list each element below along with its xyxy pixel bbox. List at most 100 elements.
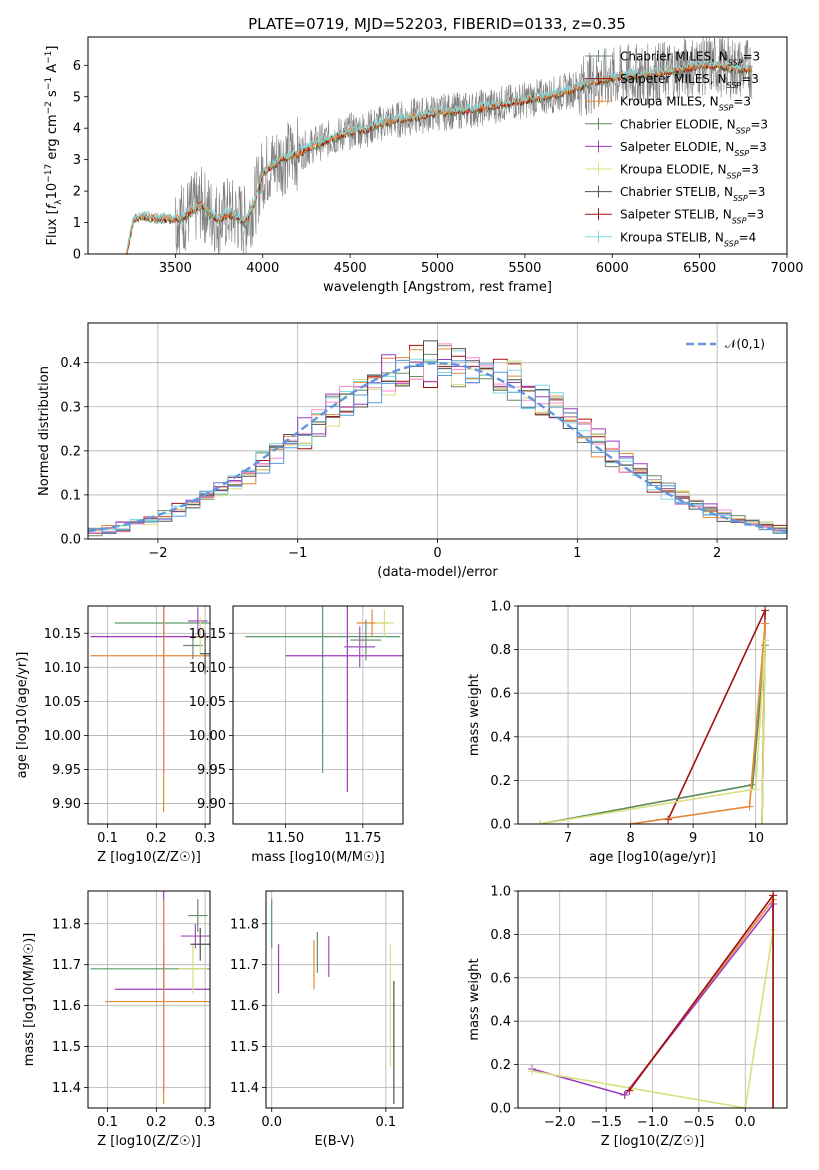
age-vs-mass-plot-area: [245, 606, 403, 792]
normal-curve: [88, 361, 787, 533]
age-vs-z-plot-area: [90, 606, 210, 813]
x-tick-label: 8: [626, 831, 634, 846]
weight-line: [539, 645, 766, 824]
x-axis-label: wavelength [Angstrom, rest frame]: [323, 280, 552, 295]
y-tick-label: 11.5: [230, 1040, 259, 1055]
y-tick-label: 11.7: [52, 958, 81, 973]
weight-marker: [626, 820, 635, 824]
x-tick-label: 6500: [683, 261, 716, 276]
axes-frame: [265, 890, 404, 1109]
x-tick-label: 0.0: [261, 1115, 282, 1130]
x-tick-label: 11.50: [267, 831, 304, 846]
x-tick-label: 5500: [508, 261, 541, 276]
y-tick-label: 0.2: [60, 444, 81, 459]
x-tick-label: 0.2: [146, 1115, 167, 1130]
x-tick-label: 3500: [159, 261, 192, 276]
weight-marker: [625, 1086, 634, 1095]
weight-vs-age-ticks: 7 8 9 10 0.0 0.2 0.4 0.6 0.8 1.0: [490, 600, 764, 847]
weight-marker: [745, 802, 754, 811]
y-axis-label: mass [log10(M/M☉)]: [22, 933, 37, 1066]
y-tick-label: 10.00: [44, 729, 81, 744]
y-tick-label: 10.15: [44, 627, 81, 642]
x-axis-label: age [log10(age/yr)]: [589, 850, 716, 865]
y-tick-label: 0.0: [490, 818, 511, 833]
data-point: [285, 606, 403, 792]
x-tick-label: 6000: [596, 261, 629, 276]
x-tick-label: 9: [689, 831, 697, 846]
mass-vs-z-ticks: 0.1 0.2 0.3 11.4 11.5 11.6 11.7 11.8: [52, 917, 215, 1130]
y-tick-label: 4: [73, 122, 81, 137]
y-tick-label: 1: [73, 216, 81, 231]
age-vs-mass-ticks: 11.50 11.75 9.90 9.95 10.00 10.05 10.10 10.15: [189, 627, 382, 846]
mass-vs-ebv-panel: 0.0 0.1 11.4 11.5 11.6 11.7 11.8 E(B-V): [230, 890, 404, 1149]
axes-frame: [87, 605, 211, 825]
x-tick-label: 0.3: [195, 1115, 216, 1130]
x-tick-label: 2: [713, 546, 721, 561]
mass-vs-ebv-plot-area: [271, 899, 395, 1104]
x-tick-label: 0.2: [146, 831, 167, 846]
legend-entry: Salpeter ELODIE, NSSP=3: [620, 140, 767, 158]
age-vs-z-panel: 0.1 0.2 0.3 9.90 9.95 10.00 10.05 10.10 10.15 Z […: [15, 605, 215, 865]
x-tick-label: 0.1: [376, 1115, 397, 1130]
legend-entry: Kroupa STELIB, NSSP=4: [620, 230, 756, 248]
y-axis-label: mass weight: [467, 958, 482, 1040]
weight-vs-age-plot-area: [535, 606, 770, 824]
spectrum-plot-area: [126, 37, 753, 254]
model-spectrum: [126, 63, 753, 254]
weight-marker: [535, 820, 544, 824]
y-tick-label: 0.2: [490, 1058, 511, 1073]
data-point: [190, 927, 210, 961]
weight-marker: [761, 606, 770, 615]
legend-entry: Kroupa ELODIE, NSSP=3: [620, 163, 759, 181]
weight-marker: [761, 636, 770, 645]
y-tick-label: 10.10: [189, 661, 226, 676]
y-tick-label: 10.00: [189, 729, 226, 744]
x-tick-label: 7000: [770, 261, 803, 276]
x-tick-label: 4000: [246, 261, 279, 276]
residual-histogram: [88, 340, 787, 534]
weight-vs-z-ticks: −2.0 −1.5 −1.0 −0.5 0.0 0.0 0.2 0.4 0.6 0.8 1.0: [490, 885, 755, 1131]
x-axis-label: Z [log10(Z/Z☉)]: [601, 1134, 705, 1149]
y-tick-label: 1.0: [490, 600, 511, 615]
y-tick-label: 10.05: [189, 695, 226, 710]
x-tick-label: 4500: [334, 261, 367, 276]
y-tick-label: 11.6: [230, 999, 259, 1014]
data-point: [114, 891, 210, 1092]
weight-vs-age-panel: 7 8 9 10 0.0 0.2 0.4 0.6 0.8 1.0 age [log10(age/yr…: [467, 600, 788, 865]
y-tick-label: 11.4: [52, 1081, 81, 1096]
y-tick-label: 0.6: [490, 687, 511, 702]
y-tick-label: 2: [73, 185, 81, 200]
x-tick-label: −2.0: [544, 1115, 576, 1130]
y-tick-label: 3: [73, 153, 81, 168]
residual-hist-panel: −2 −1 0 1 2 0.0 0.1 0.2 0.3 0.4 (data-model)/error…: [37, 322, 788, 580]
y-tick-label: 1.0: [490, 885, 511, 900]
mass-vs-ebv-grid: [266, 891, 403, 1108]
x-tick-label: −1.5: [590, 1115, 622, 1130]
y-tick-label: 0.6: [490, 971, 511, 986]
x-tick-label: 11.75: [344, 831, 381, 846]
x-tick-label: −1.0: [637, 1115, 669, 1130]
x-tick-label: 5000: [421, 261, 454, 276]
axes-frame: [87, 36, 788, 255]
weight-marker: [751, 785, 760, 794]
age-vs-mass-grid: [233, 606, 403, 824]
data-point: [350, 619, 382, 661]
x-tick-label: 0.1: [97, 831, 118, 846]
legend-entry: 𝒩(0,1): [725, 337, 765, 351]
x-tick-label: 0: [433, 546, 441, 561]
x-tick-label: −1: [288, 546, 307, 561]
y-tick-label: 11.8: [52, 917, 81, 932]
y-axis-label: mass weight: [467, 674, 482, 756]
weight-marker: [757, 820, 766, 824]
weight-marker: [620, 1090, 629, 1099]
y-tick-label: 11.5: [52, 1040, 81, 1055]
axes-frame: [517, 890, 788, 1109]
legend-entry: Salpeter MILES, NSSP=3: [620, 72, 759, 90]
x-tick-label: 7: [564, 831, 572, 846]
y-tick-label: 0.0: [490, 1102, 511, 1117]
legend-entry: Salpeter STELIB, NSSP=3: [620, 208, 764, 226]
y-tick-label: 0: [73, 248, 81, 263]
x-tick-label: 1: [573, 546, 581, 561]
weight-marker: [527, 1067, 536, 1076]
model-spectrum: [126, 59, 753, 249]
